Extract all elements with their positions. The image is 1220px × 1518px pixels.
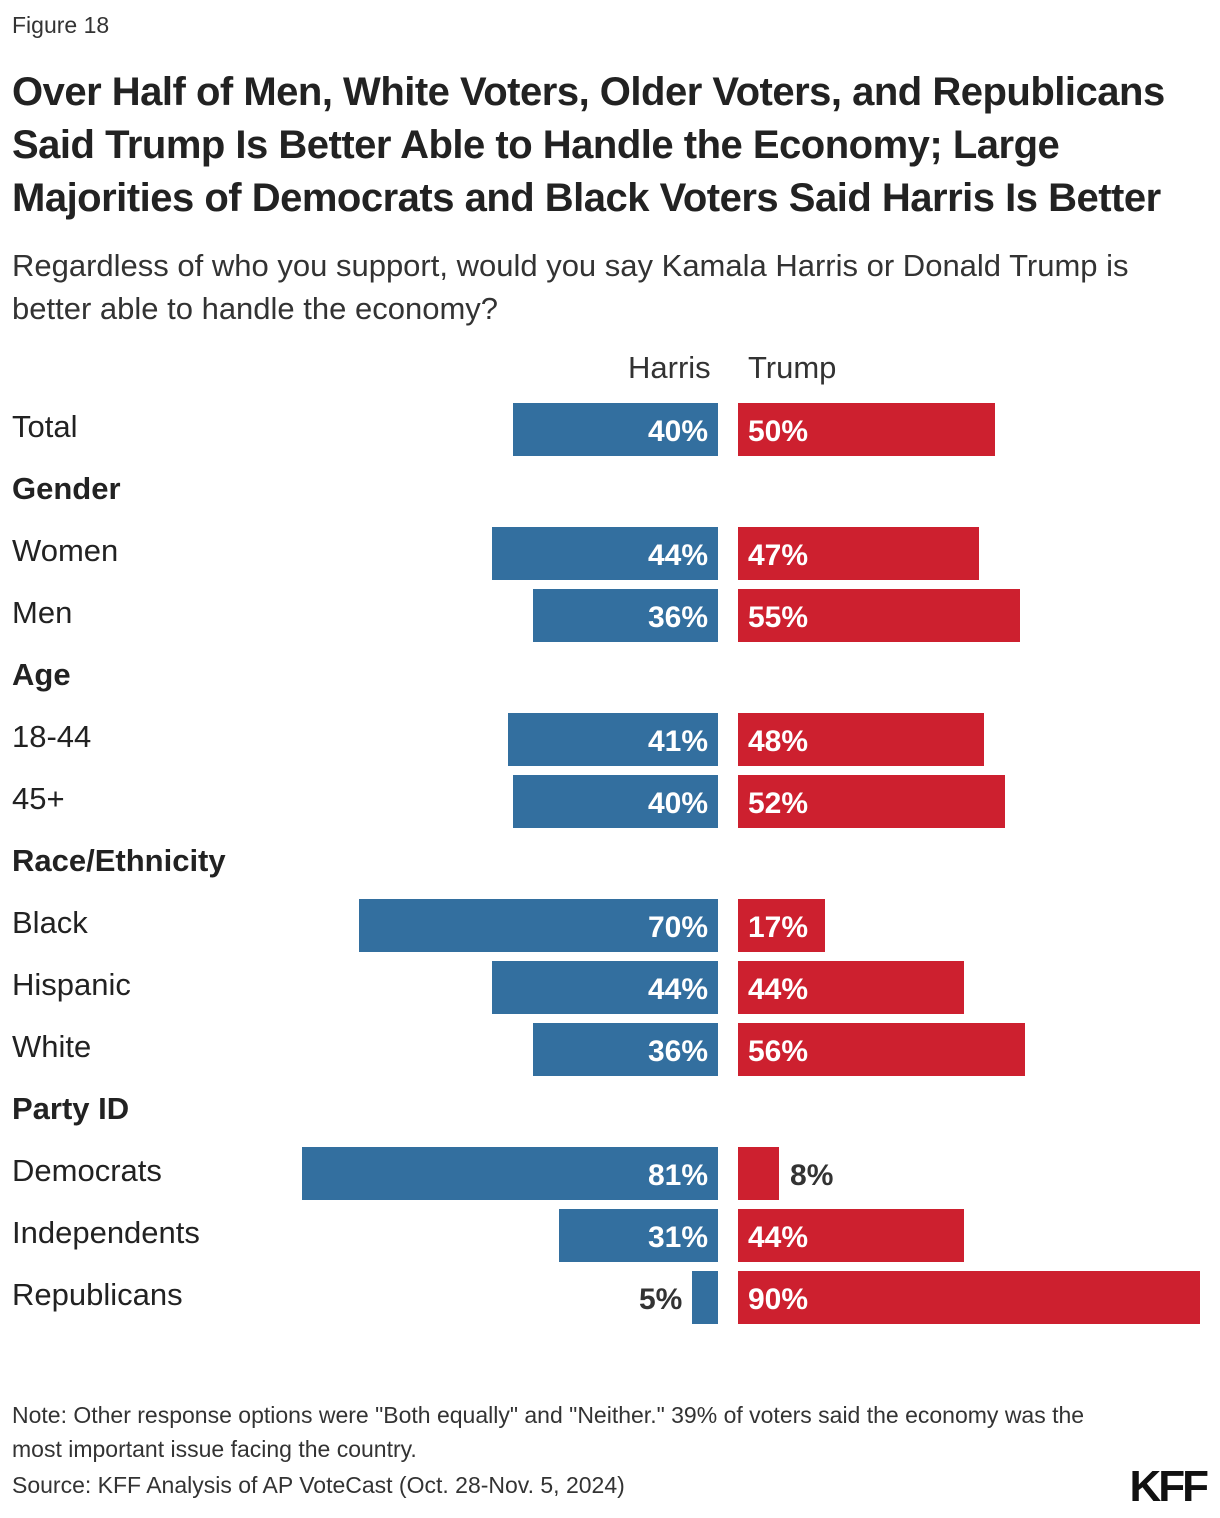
legend-trump: Trump bbox=[748, 350, 837, 385]
row-label: 18-44 bbox=[12, 719, 92, 754]
value-label-trump: 52% bbox=[748, 787, 809, 820]
bar-harris bbox=[692, 1271, 718, 1324]
bar-trump bbox=[738, 589, 1021, 642]
value-label-harris: 5% bbox=[639, 1283, 683, 1316]
value-label-harris: 41% bbox=[647, 725, 708, 758]
value-label-harris: 31% bbox=[647, 1221, 708, 1254]
chart-title: Over Half of Men, White Voters, Older Vo… bbox=[12, 70, 1165, 220]
value-label-harris: 40% bbox=[647, 787, 708, 820]
bar-harris bbox=[507, 713, 718, 766]
value-label-trump: 44% bbox=[748, 973, 809, 1006]
row-label: Democrats bbox=[12, 1153, 162, 1188]
bar-harris bbox=[492, 961, 718, 1014]
row-label: Independents bbox=[12, 1215, 200, 1250]
value-label-trump: 17% bbox=[748, 911, 809, 944]
value-label-trump: 48% bbox=[748, 725, 809, 758]
value-label-trump: 47% bbox=[748, 539, 809, 572]
bar-trump bbox=[738, 1023, 1026, 1076]
bar-trump bbox=[738, 1271, 1200, 1324]
value-label-harris: 81% bbox=[647, 1159, 708, 1192]
chart-subtitle: Regardless of who you support, would you… bbox=[12, 248, 1129, 326]
bar-harris bbox=[358, 899, 718, 952]
group-header: Party ID bbox=[12, 1091, 130, 1126]
row-label: Men bbox=[12, 595, 73, 630]
row-label: Republicans bbox=[12, 1277, 183, 1312]
bar-trump bbox=[738, 527, 980, 580]
bar-trump bbox=[738, 961, 964, 1014]
kff-logo: KFF bbox=[1129, 1462, 1209, 1511]
value-label-trump: 50% bbox=[748, 415, 809, 448]
value-label-trump: 90% bbox=[748, 1283, 809, 1316]
row-label: Total bbox=[12, 409, 78, 444]
chart-source: Source: KFF Analysis of AP VoteCast (Oct… bbox=[12, 1472, 625, 1498]
row-label: Hispanic bbox=[12, 967, 131, 1002]
value-label-trump: 44% bbox=[748, 1221, 809, 1254]
row-label: Black bbox=[12, 905, 88, 940]
group-header: Gender bbox=[12, 471, 121, 506]
bar-trump bbox=[738, 1147, 780, 1200]
value-label-harris: 44% bbox=[647, 539, 708, 572]
bar-trump bbox=[738, 775, 1005, 828]
bar-harris bbox=[533, 589, 718, 642]
value-label-trump: 55% bbox=[748, 601, 809, 634]
row-label: Women bbox=[12, 533, 119, 568]
chart-note: Note: Other response options were "Both … bbox=[12, 1402, 1085, 1462]
row-label: 45+ bbox=[12, 781, 65, 816]
bar-harris bbox=[302, 1147, 718, 1200]
value-label-harris: 44% bbox=[647, 973, 708, 1006]
value-label-harris: 36% bbox=[647, 601, 708, 634]
bar-harris bbox=[558, 1209, 718, 1262]
row-label: White bbox=[12, 1029, 92, 1064]
value-label-trump: 8% bbox=[790, 1159, 834, 1192]
bar-harris bbox=[533, 1023, 718, 1076]
bar-trump bbox=[738, 713, 985, 766]
value-label-harris: 40% bbox=[647, 415, 708, 448]
bar-trump bbox=[738, 899, 826, 952]
value-label-harris: 70% bbox=[647, 911, 708, 944]
bar-harris bbox=[492, 527, 718, 580]
bar-trump bbox=[738, 1209, 964, 1262]
value-label-trump: 56% bbox=[748, 1035, 809, 1068]
figure-label: Figure 18 bbox=[12, 12, 110, 38]
value-label-harris: 36% bbox=[647, 1035, 708, 1068]
bar-harris bbox=[512, 403, 718, 456]
bar-harris bbox=[512, 775, 718, 828]
group-header: Age bbox=[12, 657, 71, 692]
bar-trump bbox=[738, 403, 995, 456]
legend-harris: Harris bbox=[628, 350, 711, 385]
group-header: Race/Ethnicity bbox=[12, 843, 226, 878]
